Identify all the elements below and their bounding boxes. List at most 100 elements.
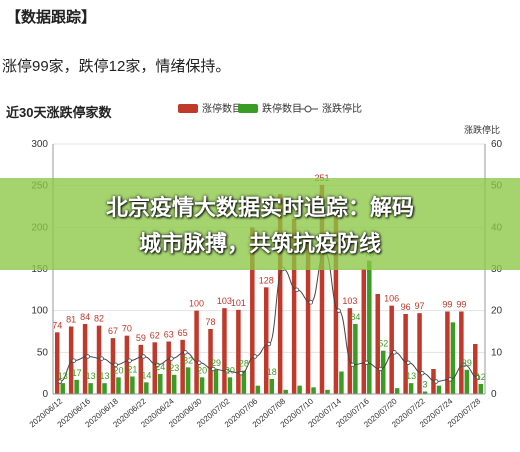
limit-down-bar: [339, 371, 344, 394]
limit-down-value-label: 18: [267, 367, 277, 377]
limit-down-bar: [464, 369, 470, 394]
limit-up-value-label: 70: [122, 324, 132, 334]
ratio-point: [420, 370, 425, 376]
limit-up-bar: [417, 313, 422, 394]
ratio-point: [252, 354, 258, 359]
limit-down-bar: [408, 383, 414, 394]
limit-up-bar: [166, 341, 171, 394]
limit-down-bar: [199, 377, 205, 394]
right-tick-label: 20: [491, 306, 503, 317]
limit-up-bar: [291, 219, 297, 394]
headline-line-2: 城市脉搏，共筑抗疫防线: [138, 231, 381, 256]
limit-up-value-label: 82: [94, 314, 104, 324]
limit-up-value-label: 96: [401, 302, 411, 312]
limit-up-bar: [361, 269, 367, 394]
limit-up-value-label: 103: [342, 296, 357, 306]
limit-up-bar: [319, 184, 325, 394]
ratio-point: [447, 377, 453, 382]
limit-up-bar: [110, 338, 116, 394]
right-tick-label: 0: [491, 389, 497, 400]
limit-up-bar: [264, 287, 269, 394]
limit-down-value-label: 28: [239, 359, 249, 369]
limit-up-bar: [347, 308, 353, 394]
limit-up-value-label: 81: [66, 315, 76, 325]
limit-up-bar: [152, 342, 158, 394]
chart-legend: 涨停数目 跌停数目 涨跌停比: [178, 102, 362, 115]
limit-down-bar: [102, 383, 107, 394]
ratio-point: [238, 370, 244, 376]
left-tick-label: 300: [31, 139, 48, 150]
ratio-point: [169, 356, 174, 361]
limit-down-value-label: 20: [225, 365, 235, 375]
limit-down-value-label: 29: [462, 358, 472, 368]
limit-up-bar: [208, 329, 213, 394]
limit-up-bar: [194, 310, 199, 394]
limit-up-bar: [277, 194, 283, 394]
limit-up-bar: [250, 227, 255, 394]
limit-up-bar: [403, 314, 408, 394]
ratio-point: [461, 362, 467, 368]
limit-down-bar: [74, 379, 79, 394]
limit-up-value-label: 67: [108, 326, 118, 336]
limit-up-value-label: 84: [80, 312, 90, 322]
limit-down-value-label: 23: [169, 363, 179, 373]
ratio-point: [224, 368, 230, 374]
limit-up-value-label: 103: [217, 296, 232, 306]
chart-bars: [54, 184, 484, 394]
right-axis-label: 涨跌停比: [464, 124, 500, 135]
chart-title: 近30天涨跌停家数: [6, 105, 112, 120]
legend-ratio-marker: [304, 105, 312, 113]
limit-down-value-label: 29: [211, 358, 221, 368]
limit-down-bar: [116, 377, 121, 394]
ratio-point: [211, 366, 216, 372]
limit-up-bar: [82, 324, 88, 394]
limit-down-bar: [394, 388, 400, 394]
limit-down-bar: [227, 377, 233, 394]
legend-limit-up-label: 涨停数目: [202, 102, 242, 115]
limit-up-value-label: 97: [415, 301, 425, 311]
limit-up-bar: [375, 294, 380, 394]
limit-up-bar: [180, 339, 185, 394]
limit-up-bar: [473, 344, 478, 394]
ratio-point: [85, 354, 91, 359]
limit-up-bar: [445, 311, 450, 394]
limit-up-bar: [389, 305, 394, 394]
limit-down-value-label: 12: [476, 372, 486, 382]
limit-up-bar: [54, 332, 60, 394]
ratio-point: [71, 358, 77, 363]
limit-up-bar: [459, 311, 464, 394]
limit-down-value-label: 20: [197, 365, 207, 375]
limit-up-value-label: 101: [231, 298, 246, 308]
ratio-point: [294, 287, 300, 293]
ratio-point: [364, 360, 369, 365]
ratio-point: [475, 375, 481, 380]
limit-up-bar: [333, 210, 339, 394]
limit-up-value-label: 128: [259, 275, 274, 285]
limit-down-bar: [380, 350, 386, 394]
limit-up-value-label: 106: [384, 294, 399, 304]
limit-down-bar: [60, 383, 65, 394]
limit-down-value-label: 32: [183, 355, 193, 365]
limit-down-bar: [283, 389, 288, 394]
limit-up-value-label: 78: [206, 317, 216, 327]
limit-down-value-label: 14: [141, 370, 151, 380]
limit-down-value-label: 13: [86, 371, 96, 381]
ratio-point: [57, 379, 63, 384]
ratio-point: [183, 350, 188, 355]
right-tick-label: 10: [491, 347, 503, 358]
limit-down-bar: [144, 382, 149, 394]
right-tick-label: 60: [491, 139, 503, 150]
limit-up-value-label: 100: [189, 299, 204, 309]
left-tick-label: 50: [37, 347, 49, 358]
limit-up-value-label: 65: [178, 328, 188, 338]
limit-down-value-label: 24: [155, 362, 165, 372]
limit-down-bar: [255, 385, 261, 394]
limit-down-value-label: 13: [100, 371, 110, 381]
ratio-point: [141, 354, 146, 359]
limit-down-bar: [185, 367, 191, 394]
limit-down-value-label: 17: [72, 368, 82, 378]
chart-ratio-line: [57, 250, 481, 384]
limit-up-value-label: 99: [442, 300, 452, 310]
limit-down-bar: [353, 324, 358, 394]
